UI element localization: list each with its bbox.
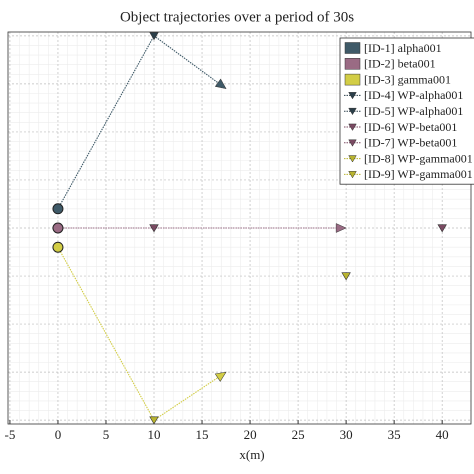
waypoint bbox=[149, 32, 159, 41]
x-axis-label: x(m) bbox=[239, 447, 264, 462]
x-tick-label: 20 bbox=[244, 427, 257, 442]
x-tick-label: -5 bbox=[4, 427, 15, 442]
trajectory-start bbox=[52, 241, 64, 253]
legend-swatch bbox=[344, 42, 361, 54]
legend-label: [ID-6] WP-beta001 bbox=[364, 120, 457, 134]
legend-symbol bbox=[348, 107, 357, 116]
legend-label: [ID-1] alpha001 bbox=[364, 41, 442, 55]
trajectory-start bbox=[52, 222, 64, 234]
x-tick-label: 15 bbox=[196, 427, 209, 442]
legend-label: [ID-5] WP-alpha001 bbox=[364, 104, 463, 118]
x-tick-label: 30 bbox=[340, 427, 353, 442]
legend-symbol bbox=[348, 92, 357, 100]
legend-label: [ID-9] WP-gamma001 bbox=[364, 167, 473, 181]
trajectory-start bbox=[52, 203, 64, 215]
x-tick-label: 0 bbox=[55, 427, 62, 442]
x-tick-label: 25 bbox=[292, 427, 305, 442]
legend-box bbox=[339, 37, 474, 185]
trajectory-end bbox=[335, 223, 347, 233]
legend-symbol bbox=[348, 155, 357, 163]
legend-symbol bbox=[348, 123, 357, 131]
plot-frame bbox=[7, 31, 472, 425]
waypoint bbox=[437, 224, 447, 233]
x-tick-label: 5 bbox=[103, 427, 110, 442]
legend-label: [ID-4] WP-alpha001 bbox=[364, 88, 463, 102]
waypoint bbox=[149, 224, 159, 233]
x-tick-label: 10 bbox=[148, 427, 161, 442]
legend-label: [ID-3] gamma001 bbox=[364, 72, 451, 86]
waypoint bbox=[149, 416, 159, 425]
legend-swatch bbox=[344, 73, 361, 86]
x-tick-label: 35 bbox=[388, 427, 401, 442]
legend: [ID-1] alpha001 [ID-2] beta001[ID-3] gamm… bbox=[339, 37, 474, 185]
legend-swatch bbox=[344, 58, 361, 70]
legend-label: [ID-7] WP-beta001 bbox=[364, 136, 457, 150]
legend-label: [ID-8] WP-gamma001 bbox=[364, 151, 473, 165]
legend-label: [ID-2] beta001 bbox=[364, 57, 436, 71]
chart-title: Object trajectories over a period of 30s bbox=[120, 9, 354, 25]
legend-symbol bbox=[348, 171, 357, 179]
waypoint bbox=[341, 272, 351, 281]
x-tick-label: 40 bbox=[436, 427, 449, 442]
trajectory-end bbox=[214, 371, 227, 382]
legend-symbol bbox=[348, 139, 357, 147]
trajectory-end bbox=[214, 78, 227, 90]
